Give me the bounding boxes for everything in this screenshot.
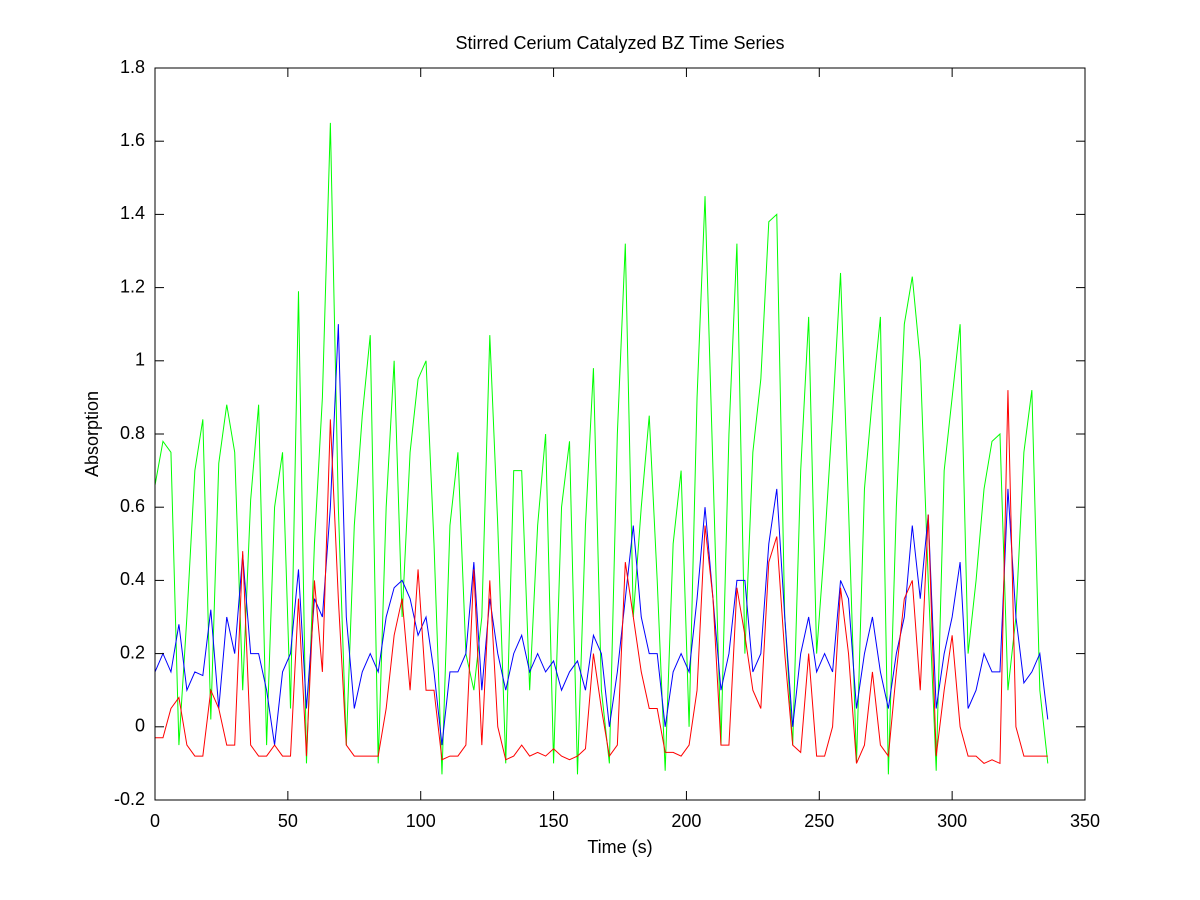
y-tick-label: 0 [135, 716, 145, 736]
data-line [154, 324, 1049, 746]
y-tick-label: 1.8 [120, 57, 145, 77]
y-tick-label: 1.4 [120, 203, 145, 223]
x-tick-label: 350 [1070, 811, 1100, 831]
x-tick-label: 250 [804, 811, 834, 831]
x-tick-label: 0 [150, 811, 160, 831]
y-tick-label: 0.8 [120, 423, 145, 443]
x-tick-label: 50 [278, 811, 298, 831]
y-tick-label: -0.2 [114, 789, 145, 809]
y-tick-label: 0.2 [120, 642, 145, 662]
y-axis-label: Absorption [82, 391, 102, 477]
data-line [154, 122, 1049, 775]
y-tick-label: 0.4 [120, 569, 145, 589]
x-tick-label: 100 [406, 811, 436, 831]
chart-title: Stirred Cerium Catalyzed BZ Time Series [455, 33, 784, 53]
y-tick-label: 1 [135, 350, 145, 370]
y-tick-label: 1.2 [120, 276, 145, 296]
x-tick-label: 150 [539, 811, 569, 831]
x-tick-label: 300 [937, 811, 967, 831]
data-line [155, 390, 1048, 765]
x-tick-label: 200 [671, 811, 701, 831]
y-tick-label: 1.6 [120, 130, 145, 150]
x-axis-label: Time (s) [587, 837, 652, 857]
y-tick-label: 0.6 [120, 496, 145, 516]
